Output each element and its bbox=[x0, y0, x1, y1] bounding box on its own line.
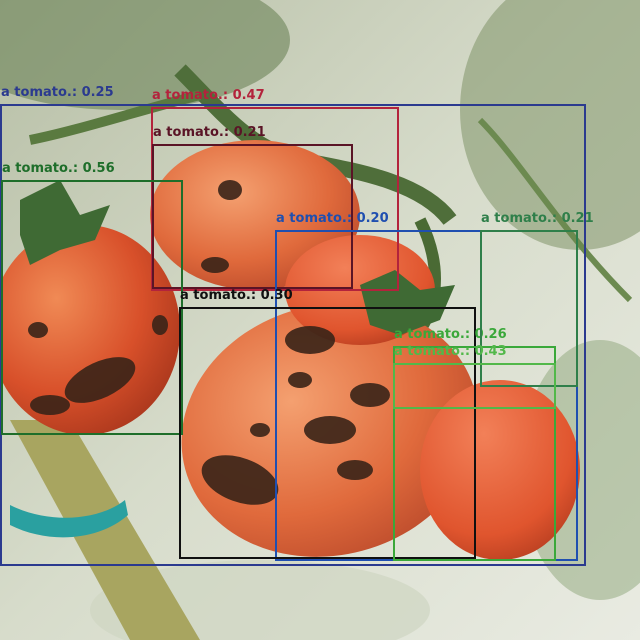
detection-box-2: a tomato.: 0.21 bbox=[152, 125, 353, 289]
calyx bbox=[20, 180, 455, 335]
detection-label: a tomato.: 0.21 bbox=[481, 211, 594, 226]
stem bbox=[29, 90, 202, 145]
tomato-right bbox=[420, 380, 580, 560]
detection-rect bbox=[152, 144, 353, 289]
stem bbox=[477, 117, 633, 303]
detection-box-0: a tomato.: 0.25 bbox=[0, 85, 586, 566]
detection-rect bbox=[393, 346, 556, 561]
foliage-blur bbox=[460, 0, 640, 250]
detection-label: a tomato.: 0.20 bbox=[276, 211, 389, 226]
detection-label: a tomato.: 0.47 bbox=[152, 88, 265, 103]
detection-box-5: a tomato.: 0.30 bbox=[179, 288, 476, 559]
detection-rect bbox=[179, 307, 476, 559]
detection-box-3: a tomato.: 0.56 bbox=[1, 161, 183, 435]
detection-label: a tomato.: 0.25 bbox=[1, 85, 114, 100]
lesions bbox=[28, 180, 390, 505]
detection-label: a tomato.: 0.56 bbox=[2, 161, 115, 176]
detection-rect bbox=[393, 363, 556, 409]
detection-label: a tomato.: 0.43 bbox=[394, 344, 507, 359]
detection-label: a tomato.: 0.30 bbox=[180, 288, 293, 303]
detection-box-8: a tomato.: 0.43 bbox=[393, 344, 556, 409]
twine bbox=[10, 500, 128, 538]
detection-box-6: a tomato.: 0.26 bbox=[393, 327, 556, 561]
foliage-blur bbox=[0, 0, 290, 110]
detection-label: a tomato.: 0.21 bbox=[153, 125, 266, 140]
detection-rect bbox=[1, 180, 183, 435]
plant-stake bbox=[10, 420, 200, 640]
detection-box-7: a tomato.: 0.21 bbox=[480, 211, 594, 387]
detection-rect bbox=[275, 230, 578, 561]
detection-label: a tomato.: 0.26 bbox=[394, 327, 507, 342]
detection-rect bbox=[480, 230, 578, 387]
tomato-left bbox=[0, 225, 180, 435]
